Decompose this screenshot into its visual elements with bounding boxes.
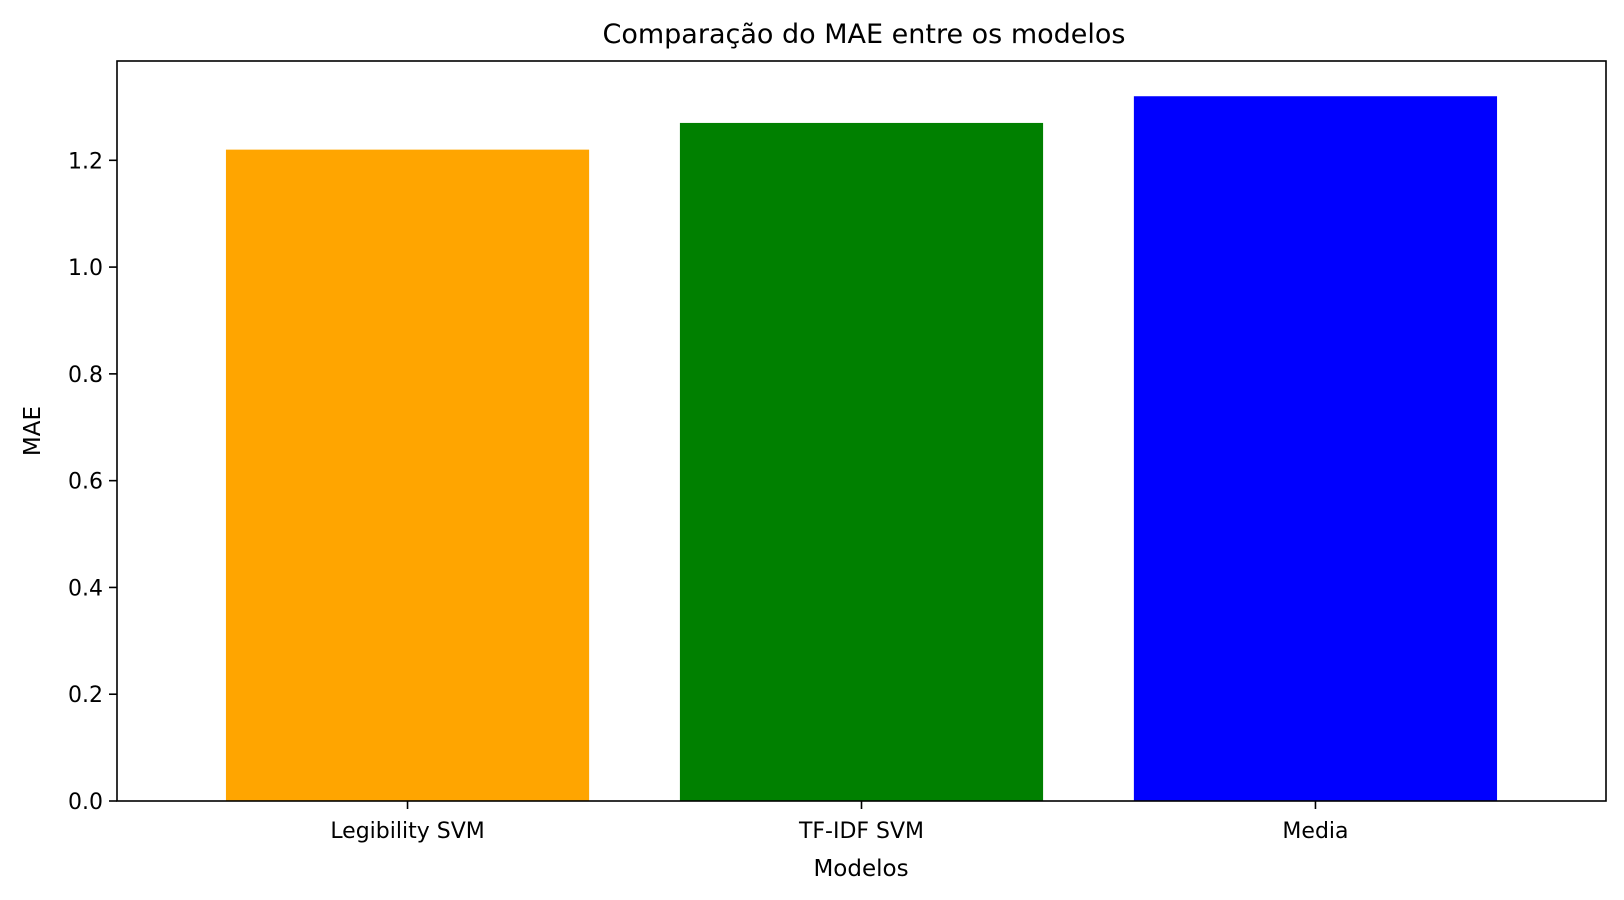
x-tick-label: Legibility SVM: [330, 819, 484, 844]
bar-tf-idf-svm: [679, 122, 1044, 802]
y-tick-label: 0.2: [68, 683, 103, 708]
x-axis-label: Modelos: [813, 856, 908, 882]
y-tick-label: 0.4: [68, 576, 103, 601]
chart-title: Comparação do MAE entre os modelos: [603, 19, 1126, 50]
y-tick-label: 1.2: [68, 149, 103, 174]
x-tick-label: TF-IDF SVM: [798, 819, 924, 844]
y-tick-label: 1.0: [68, 256, 103, 281]
bar-legibility-svm: [225, 149, 590, 801]
y-axis: 0.0 0.2 0.4 0.6 0.8 1.0 1.2: [68, 149, 117, 815]
plot-area: [225, 96, 1498, 802]
x-tick-label: Media: [1282, 819, 1348, 844]
bar-media: [1133, 96, 1498, 801]
x-axis: Legibility SVM TF-IDF SVM Media: [330, 801, 1349, 844]
y-tick-label: 0.8: [68, 363, 103, 388]
y-tick-label: 0.6: [68, 470, 103, 495]
y-axis-label: MAE: [20, 406, 46, 456]
y-tick-label: 0.0: [68, 790, 103, 815]
